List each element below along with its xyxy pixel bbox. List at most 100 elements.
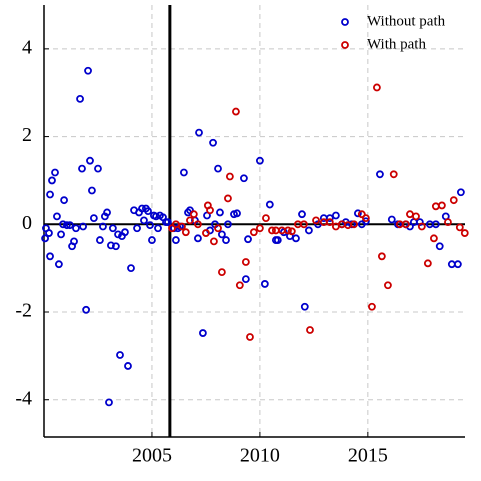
- point: [121, 228, 129, 237]
- point: [180, 168, 188, 177]
- point: [325, 218, 334, 226]
- point: [124, 362, 132, 370]
- point: [114, 230, 122, 239]
- point: [195, 128, 203, 137]
- point: [216, 208, 224, 217]
- point: [209, 138, 217, 147]
- point: [387, 215, 396, 224]
- point: [262, 214, 270, 223]
- point: [194, 220, 202, 229]
- point: [319, 218, 328, 226]
- point: [194, 234, 202, 243]
- point: [268, 226, 276, 235]
- point: [300, 220, 308, 229]
- point: [249, 228, 258, 237]
- x-tick-label: 2005: [132, 445, 172, 467]
- point: [94, 164, 102, 173]
- point: [460, 229, 469, 237]
- point: [456, 188, 465, 197]
- point: [412, 212, 420, 221]
- legend-marker: [341, 41, 349, 49]
- y-tick-label: 0: [22, 212, 32, 234]
- point: [354, 209, 362, 218]
- point: [214, 164, 222, 173]
- point: [76, 94, 84, 103]
- point: [225, 172, 234, 181]
- point: [235, 281, 244, 290]
- point: [368, 302, 376, 311]
- point: [350, 220, 358, 229]
- point: [86, 156, 94, 165]
- point: [300, 302, 309, 311]
- point: [146, 221, 154, 230]
- y-tick-label: 2: [22, 124, 32, 146]
- point: [455, 223, 464, 232]
- point: [79, 222, 87, 231]
- point: [199, 329, 207, 337]
- point: [186, 206, 194, 215]
- point: [377, 252, 386, 261]
- point: [362, 214, 370, 223]
- point: [127, 264, 135, 273]
- point: [241, 275, 250, 284]
- point: [164, 218, 172, 226]
- point: [417, 222, 426, 231]
- point: [331, 211, 340, 220]
- point: [148, 236, 156, 244]
- point: [431, 220, 440, 229]
- point: [224, 194, 232, 203]
- point: [357, 210, 366, 219]
- legend-text: With path: [367, 36, 426, 52]
- point: [222, 236, 230, 244]
- point: [362, 217, 370, 226]
- point: [103, 208, 111, 217]
- legend-marker: [341, 18, 349, 26]
- point: [140, 216, 148, 225]
- point: [265, 200, 274, 209]
- point: [305, 226, 313, 235]
- point: [72, 224, 80, 233]
- point: [46, 252, 54, 261]
- point: [107, 241, 115, 250]
- point: [449, 196, 458, 205]
- point: [260, 280, 269, 288]
- point: [232, 107, 240, 116]
- point: [435, 242, 444, 251]
- point: [233, 209, 241, 218]
- point: [244, 235, 252, 244]
- point: [57, 230, 65, 239]
- point: [255, 156, 264, 165]
- point: [88, 186, 96, 195]
- point: [84, 66, 92, 75]
- point: [116, 351, 124, 359]
- point: [430, 234, 438, 243]
- point: [206, 206, 214, 215]
- point: [178, 222, 186, 231]
- point: [389, 170, 398, 179]
- point: [172, 236, 180, 244]
- point: [45, 229, 53, 237]
- y-tick-label: -2: [15, 300, 32, 322]
- point: [152, 212, 160, 221]
- point: [217, 230, 226, 239]
- point: [431, 202, 440, 211]
- y-tick-label: 4: [22, 36, 32, 58]
- point: [214, 224, 222, 233]
- point: [82, 305, 90, 314]
- point: [46, 190, 54, 199]
- x-tick-label: 2015: [348, 445, 388, 467]
- point: [99, 222, 107, 231]
- point: [306, 326, 314, 334]
- point: [376, 170, 384, 179]
- point: [105, 398, 113, 407]
- point: [108, 224, 117, 233]
- point: [273, 236, 282, 244]
- point: [66, 221, 74, 230]
- point: [133, 224, 141, 233]
- point: [186, 216, 194, 225]
- point: [246, 333, 254, 341]
- point: [240, 174, 248, 183]
- point: [287, 227, 296, 236]
- point: [255, 224, 264, 233]
